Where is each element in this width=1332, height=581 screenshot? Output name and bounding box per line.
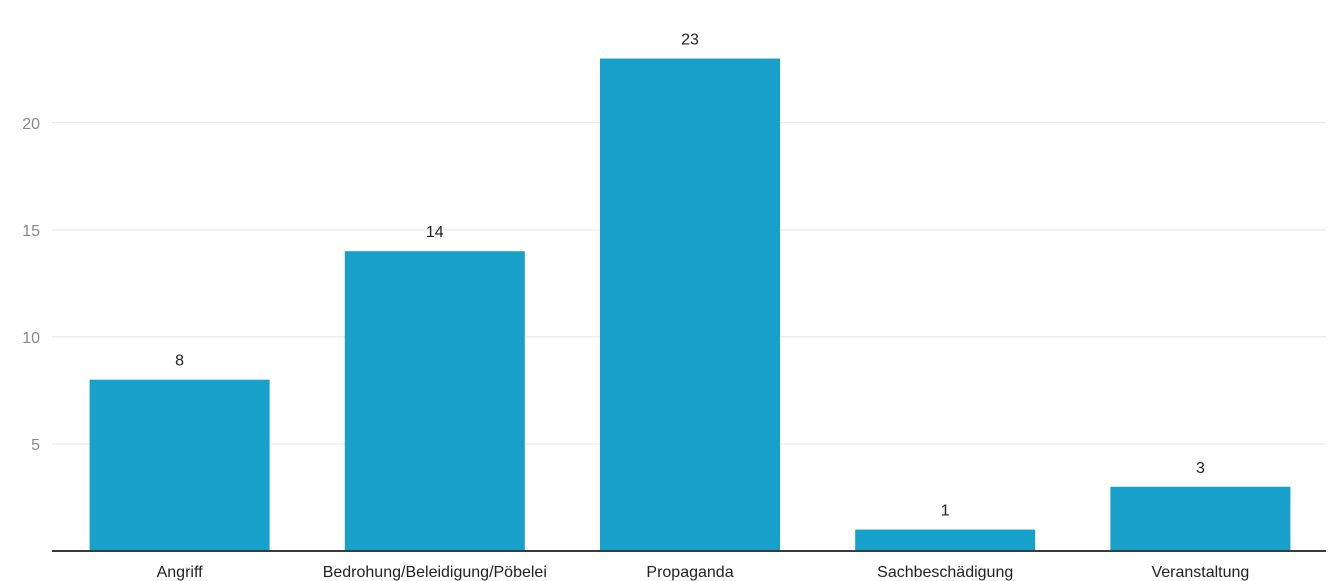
data-label: 14 <box>426 224 444 241</box>
data-label: 8 <box>175 353 184 370</box>
x-tick-label: Angriff <box>157 564 204 581</box>
data-label: 23 <box>681 32 699 49</box>
x-tick-label: Veranstaltung <box>1151 564 1249 581</box>
y-tick-label: 15 <box>22 223 40 240</box>
y-tick-label: 10 <box>22 330 40 347</box>
y-tick-label: 20 <box>22 116 40 133</box>
bar-2 <box>600 58 780 552</box>
bar-0 <box>89 379 270 551</box>
x-tick-label: Bedrohung/Beleidigung/Pöbelei <box>323 564 547 581</box>
y-tick-label: 5 <box>31 437 40 454</box>
bar-1 <box>344 251 525 551</box>
data-label: 3 <box>1196 460 1205 477</box>
bar-3 <box>855 529 1036 551</box>
bar-layer <box>89 58 1291 552</box>
x-tick-label: Sachbeschädigung <box>877 564 1013 581</box>
x-tick-label: Propaganda <box>646 564 733 581</box>
bar-4 <box>1110 486 1291 551</box>
label-layer: 8 Angriff 14 Bedrohung/Beleidigung/Pöbelei 2… <box>157 32 1250 581</box>
data-label: 1 <box>941 503 950 520</box>
